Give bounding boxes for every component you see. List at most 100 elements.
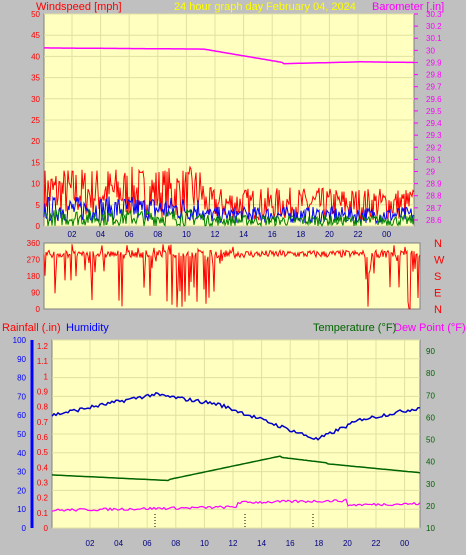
barometer-tick-label: 29.9 — [426, 58, 442, 67]
barometer-tick-label: 28.8 — [426, 192, 442, 201]
humidity-tick-label: 70 — [17, 392, 26, 401]
wind-tick-label: 15 — [31, 158, 40, 167]
temperature-axis-label: Temperature (°F) — [313, 322, 396, 334]
rainfall-tick-label: 1.1 — [37, 357, 49, 366]
temperature-tick-label: 40 — [426, 458, 435, 467]
barometer-line — [44, 47, 415, 65]
wind-low-series — [43, 208, 415, 228]
direction-tick-label: 180 — [27, 272, 41, 281]
temperature-tick-label: 70 — [426, 391, 435, 400]
wind-tick-label: 10 — [31, 180, 40, 189]
wind-direction-series — [43, 244, 421, 310]
humidity-tick-label: 0 — [22, 524, 27, 533]
wind-tick-label: 40 — [31, 52, 40, 61]
temperature-tick-label: 30 — [426, 480, 435, 489]
temperature-tick-label: 10 — [426, 524, 435, 533]
hour-tick-label: 08 — [153, 230, 162, 239]
compass-label: N — [434, 304, 442, 316]
humidity-tick-label: 80 — [17, 374, 26, 383]
hour-tick-label: 20 — [325, 230, 334, 239]
hour-tick-label: 14 — [239, 230, 248, 239]
hour-tick-label: 10 — [200, 539, 209, 548]
hour-tick-label: 16 — [286, 539, 295, 548]
wind-gust-series — [43, 165, 415, 221]
temperature-tick-label: 50 — [426, 436, 435, 445]
humidity-tick-label: 30 — [17, 468, 26, 477]
barometer-tick-label: 28.9 — [426, 180, 442, 189]
rainfall-tick-label: 0.3 — [37, 479, 49, 488]
rainfall-tick-label: 0.1 — [37, 509, 49, 518]
barometer-tick-label: 29.5 — [426, 107, 442, 116]
wind-tick-label: 30 — [31, 95, 40, 104]
rainfall-tick-label: 1.2 — [37, 342, 49, 351]
barometer-tick-label: 29.7 — [426, 83, 442, 92]
compass-label: W — [434, 255, 445, 267]
barometer-tick-label: 28.6 — [426, 216, 442, 225]
barometer-tick-label: 29.6 — [426, 95, 442, 104]
hour-tick-label: 10 — [182, 230, 191, 239]
compass-label: S — [434, 271, 441, 283]
humidity-axis-label: Humidity — [66, 322, 109, 334]
temperature-tick-label: 90 — [426, 347, 435, 356]
barometer-tick-label: 29.4 — [426, 119, 442, 128]
barometer-tick-label: 30.3 — [426, 10, 442, 19]
hour-tick-label: 06 — [125, 230, 134, 239]
hour-tick-label: 00 — [382, 230, 391, 239]
hour-tick-label: 08 — [171, 539, 180, 548]
rainfall-tick-label: 1 — [44, 372, 49, 381]
direction-tick-label: 0 — [36, 305, 41, 314]
rainfall-tick-label: 0 — [44, 524, 49, 533]
direction-tick-label: 360 — [27, 239, 41, 248]
hour-tick-label: 00 — [400, 539, 409, 548]
wind-tick-label: 20 — [31, 137, 40, 146]
rainfall-tick-label: 0.2 — [37, 494, 49, 503]
humidity-tick-label: 10 — [17, 505, 26, 514]
hour-tick-label: 20 — [343, 539, 352, 548]
humidity-tick-label: 20 — [17, 486, 26, 495]
rainfall-tick-label: 0.4 — [37, 463, 49, 472]
humidity-line — [51, 391, 420, 441]
hour-tick-label: 16 — [268, 230, 277, 239]
temperature-tick-label: 20 — [426, 502, 435, 511]
barometer-tick-label: 29.2 — [426, 143, 442, 152]
barometer-tick-label: 30 — [426, 46, 435, 55]
rainfall-tick-label: 0.7 — [37, 418, 49, 427]
temperature-line — [51, 455, 421, 482]
hour-tick-label: 04 — [114, 539, 123, 548]
humidity-tick-label: 40 — [17, 449, 26, 458]
graph-date: February 04, 2024 — [266, 1, 356, 13]
dewpoint-line — [51, 498, 421, 512]
hour-tick-label: 14 — [257, 539, 266, 548]
barometer-tick-label: 29.3 — [426, 131, 442, 140]
barometer-tick-label: 29 — [426, 167, 435, 176]
barometer-tick-label: 30.2 — [426, 22, 442, 31]
wind-tick-label: 50 — [31, 10, 40, 19]
hour-tick-label: 02 — [68, 230, 77, 239]
hour-tick-label: 12 — [211, 230, 220, 239]
humidity-tick-label: 100 — [13, 336, 27, 345]
compass-label: E — [434, 288, 441, 300]
temperature-tick-label: 80 — [426, 369, 435, 378]
hour-tick-label: 18 — [296, 230, 305, 239]
humidity-tick-label: 60 — [17, 411, 26, 420]
humidity-tick-label: 50 — [17, 430, 26, 439]
compass-label: N — [434, 238, 442, 250]
humidity-tick-label: 90 — [17, 355, 26, 364]
wind-tick-label: 35 — [31, 74, 40, 83]
rainfall-tick-label: 0.6 — [37, 433, 49, 442]
direction-tick-label: 270 — [27, 256, 41, 265]
rainfall-axis-label: Rainfall (.in) — [2, 322, 61, 334]
wind-tick-label: 0 — [36, 222, 41, 231]
hour-tick-label: 22 — [372, 539, 381, 548]
hour-tick-label: 02 — [86, 539, 95, 548]
hour-tick-label: 18 — [314, 539, 323, 548]
direction-tick-label: 90 — [31, 289, 40, 298]
rainfall-tick-label: 0.8 — [37, 403, 49, 412]
barometer-axis-label: Barometer [.in] — [372, 1, 444, 13]
rainfall-tick-label: 0.5 — [37, 448, 49, 457]
rainfall-tick-label: 0.9 — [37, 388, 49, 397]
windspeed-axis-label: Windspeed [mph] — [36, 1, 122, 13]
hour-tick-label: 22 — [354, 230, 363, 239]
wind-tick-label: 45 — [31, 31, 40, 40]
